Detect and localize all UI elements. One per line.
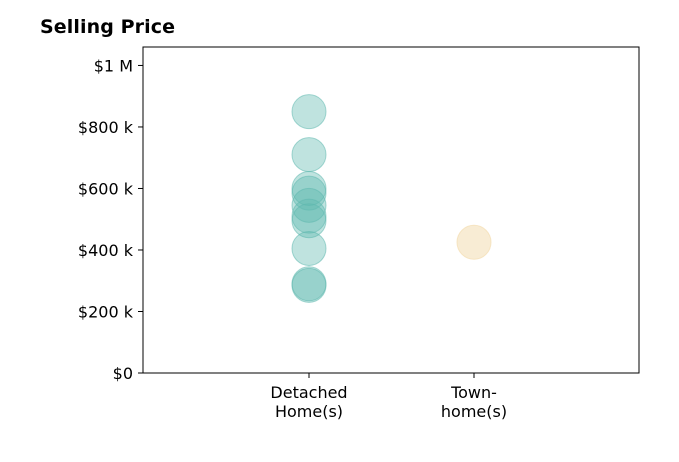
data-points	[291, 94, 492, 303]
data-point	[291, 137, 327, 173]
y-tick-label: $200 k	[78, 302, 134, 321]
x-tick-label: Home(s)	[275, 402, 343, 421]
plot-area-frame	[142, 46, 640, 374]
y-tick-label: $800 k	[78, 118, 134, 137]
data-point	[291, 187, 327, 223]
data-point	[291, 198, 327, 234]
chart-title: Selling Price	[40, 16, 176, 38]
data-point	[456, 224, 492, 260]
y-tick-label: $600 k	[78, 179, 134, 198]
x-tick-label: Town-	[450, 383, 497, 402]
x-tick-label: home(s)	[441, 402, 507, 421]
y-tick-label: $0	[113, 364, 133, 383]
data-point	[291, 203, 327, 239]
data-point	[291, 267, 327, 303]
data-point	[291, 94, 327, 130]
y-tick-label: $400 k	[78, 241, 134, 260]
y-tick-label: $1 M	[94, 56, 133, 75]
data-point	[291, 230, 327, 266]
x-tick-label: Detached	[270, 383, 347, 402]
y-axis: $0 $200 k $400 k $600 k $800 k $1 M	[78, 56, 143, 383]
